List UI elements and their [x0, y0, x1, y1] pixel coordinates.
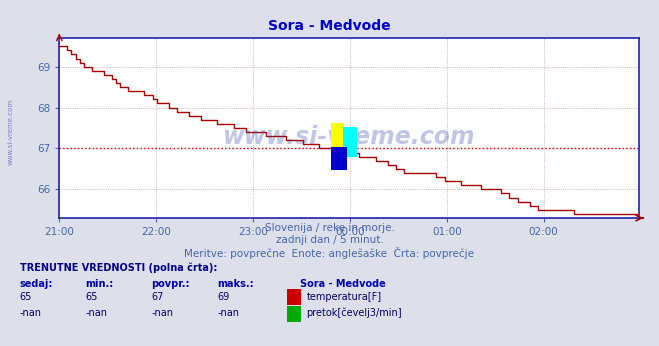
- Text: pretok[čevelj3/min]: pretok[čevelj3/min]: [306, 308, 402, 318]
- Text: sedaj:: sedaj:: [20, 279, 53, 289]
- Text: temperatura[F]: temperatura[F]: [306, 292, 382, 302]
- Text: 65: 65: [20, 292, 32, 302]
- Text: -nan: -nan: [86, 308, 107, 318]
- Bar: [331, 123, 344, 147]
- Text: TRENUTNE VREDNOSTI (polna črta):: TRENUTNE VREDNOSTI (polna črta):: [20, 263, 217, 273]
- Text: povpr.:: povpr.:: [152, 279, 190, 289]
- Text: -nan: -nan: [217, 308, 239, 318]
- Text: Meritve: povprečne  Enote: anglešaške  Črta: povprečje: Meritve: povprečne Enote: anglešaške Črt…: [185, 247, 474, 260]
- Text: maks.:: maks.:: [217, 279, 254, 289]
- Text: -nan: -nan: [20, 308, 42, 318]
- Text: Sora - Medvode: Sora - Medvode: [268, 19, 391, 33]
- Text: www.si-vreme.com: www.si-vreme.com: [8, 98, 14, 165]
- Text: www.si-vreme.com: www.si-vreme.com: [223, 125, 476, 149]
- Text: 65: 65: [86, 292, 98, 302]
- Text: Sora - Medvode: Sora - Medvode: [300, 279, 386, 289]
- Text: Slovenija / reke in morje.: Slovenija / reke in morje.: [264, 223, 395, 233]
- Text: zadnji dan / 5 minut.: zadnji dan / 5 minut.: [275, 235, 384, 245]
- Text: min.:: min.:: [86, 279, 114, 289]
- Text: 69: 69: [217, 292, 230, 302]
- Bar: [331, 147, 347, 170]
- Text: -nan: -nan: [152, 308, 173, 318]
- Text: 67: 67: [152, 292, 164, 302]
- Bar: [343, 127, 357, 156]
